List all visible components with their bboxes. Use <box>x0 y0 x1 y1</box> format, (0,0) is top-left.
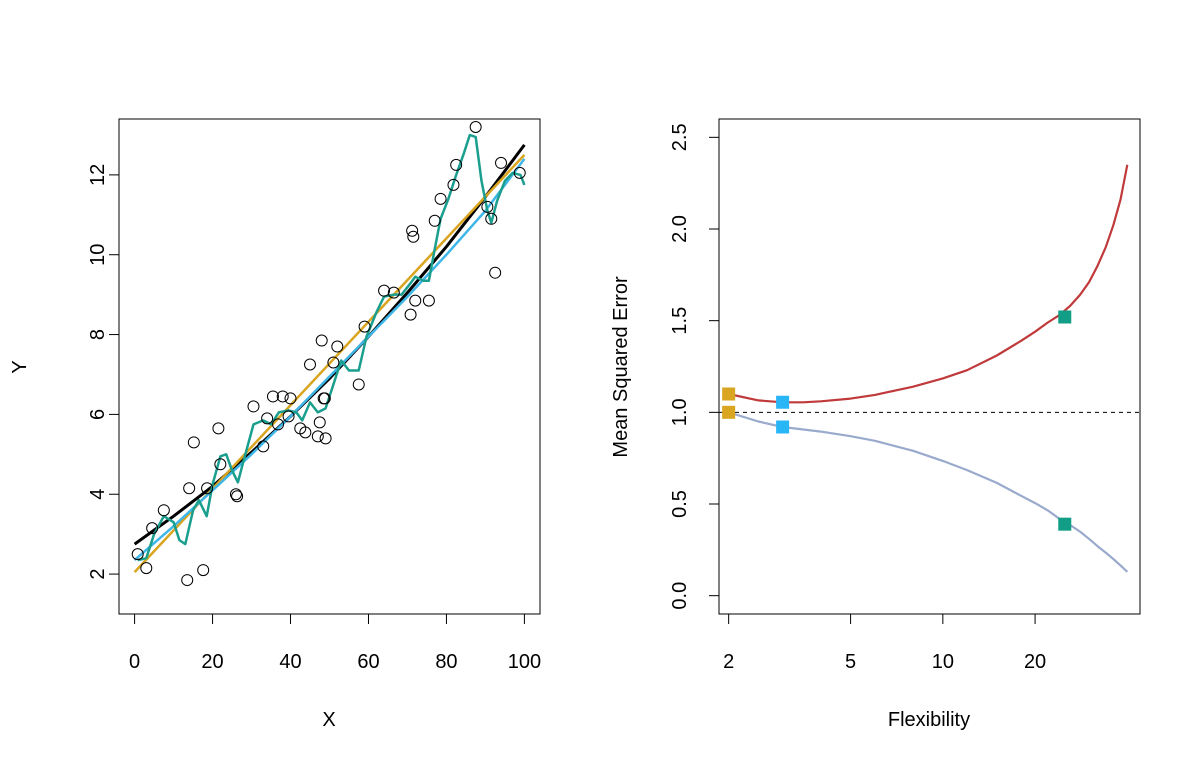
data-point <box>157 504 170 517</box>
data-point <box>447 178 460 191</box>
data-point <box>231 490 244 503</box>
right-y-tick-label: 0.5 <box>669 490 691 518</box>
data-point <box>266 390 279 403</box>
data-point <box>183 482 196 495</box>
right-x-axis-title: Flexibility <box>888 709 970 731</box>
mse-curve-1 <box>728 411 1129 573</box>
left-points-group <box>131 120 526 587</box>
data-point <box>201 482 214 495</box>
left-x-tick-label: 40 <box>279 651 301 673</box>
data-point <box>212 422 225 435</box>
square-marker <box>776 395 790 409</box>
data-point <box>282 410 295 423</box>
data-point <box>257 440 270 453</box>
data-point <box>304 358 317 371</box>
left-x-axis-title: X <box>322 709 335 731</box>
data-point <box>358 320 371 333</box>
left-y-tick-label: 2 <box>87 569 109 580</box>
right-y-tick-label: 1.5 <box>669 307 691 335</box>
data-point <box>352 378 365 391</box>
right-x-tick-label: 10 <box>932 651 954 673</box>
data-point <box>407 230 420 243</box>
right-y-tick-label: 2.5 <box>669 123 691 151</box>
data-point <box>197 564 210 577</box>
right-y-axis-title: Mean Squared Error <box>610 276 632 458</box>
data-point <box>378 284 391 297</box>
data-point <box>406 224 419 237</box>
data-point <box>495 156 508 169</box>
right-series-group <box>728 164 1129 573</box>
left-x-tick-label: 60 <box>357 651 379 673</box>
data-point <box>187 436 200 449</box>
data-point <box>319 432 332 445</box>
square-marker <box>1058 310 1072 324</box>
data-point <box>272 418 285 431</box>
data-point <box>331 340 344 353</box>
left-y-tick-label: 12 <box>87 164 109 186</box>
data-point <box>181 574 194 587</box>
left-x-tick-label: 80 <box>435 651 457 673</box>
square-marker <box>722 387 736 401</box>
data-point <box>387 286 400 299</box>
data-point <box>313 416 326 429</box>
panel-right-mse: 2 5 10 20 0.0 0.5 1.0 1.5 2.0 2.5 Flexibility Me… <box>610 118 1141 731</box>
data-point <box>404 308 417 321</box>
data-point <box>276 390 289 403</box>
data-point <box>140 562 153 575</box>
mse-curve-0 <box>728 164 1129 404</box>
data-point <box>247 400 260 413</box>
left-fit-line-0 <box>133 143 526 546</box>
left-x-tick-label: 100 <box>508 651 541 673</box>
square-marker <box>722 405 736 419</box>
data-point <box>146 522 159 535</box>
right-y-tick-label: 1.0 <box>669 398 691 426</box>
data-point <box>422 294 435 307</box>
data-point <box>485 212 498 225</box>
right-x-tick-label: 20 <box>1024 651 1046 673</box>
data-point <box>428 214 441 227</box>
left-y-axis: 2 4 6 8 10 12 <box>87 164 120 580</box>
data-point <box>131 548 144 561</box>
right-y-tick-label: 2.0 <box>669 215 691 243</box>
square-marker <box>776 420 790 434</box>
data-point <box>315 334 328 347</box>
panel-left-scatter: 0 20 40 60 80 100 2 4 6 8 10 12 X Y <box>9 118 541 731</box>
left-y-axis-title: Y <box>9 360 31 373</box>
left-y-tick-label: 6 <box>87 409 109 420</box>
data-point <box>318 392 331 405</box>
right-y-tick-label: 0.0 <box>669 582 691 610</box>
square-marker <box>1058 517 1072 531</box>
right-markers-group <box>722 310 1072 531</box>
left-y-tick-label: 4 <box>87 489 109 500</box>
right-x-tick-label: 2 <box>723 651 734 673</box>
left-series-group <box>133 133 526 573</box>
data-point <box>284 392 297 405</box>
data-point <box>214 458 227 471</box>
data-point <box>489 266 502 279</box>
data-point <box>469 120 482 133</box>
data-point <box>513 166 526 179</box>
data-point <box>450 158 463 171</box>
data-point <box>311 430 324 443</box>
data-point <box>434 192 447 205</box>
left-x-axis: 0 20 40 60 80 100 <box>129 613 541 673</box>
data-point <box>327 356 340 369</box>
right-x-axis: 2 5 10 20 <box>723 613 1046 673</box>
left-y-tick-label: 8 <box>87 329 109 340</box>
right-y-axis: 0.0 0.5 1.0 1.5 2.0 2.5 <box>669 123 720 610</box>
data-point <box>481 200 494 213</box>
left-x-tick-label: 20 <box>201 651 223 673</box>
left-x-tick-label: 0 <box>129 651 140 673</box>
data-point <box>299 426 312 439</box>
left-fit-line-3 <box>137 133 526 562</box>
left-y-tick-label: 10 <box>87 244 109 266</box>
right-plot-box <box>718 118 1141 615</box>
data-point <box>229 488 242 501</box>
right-x-tick-label: 5 <box>845 651 856 673</box>
data-point <box>409 294 422 307</box>
data-point <box>261 412 274 425</box>
